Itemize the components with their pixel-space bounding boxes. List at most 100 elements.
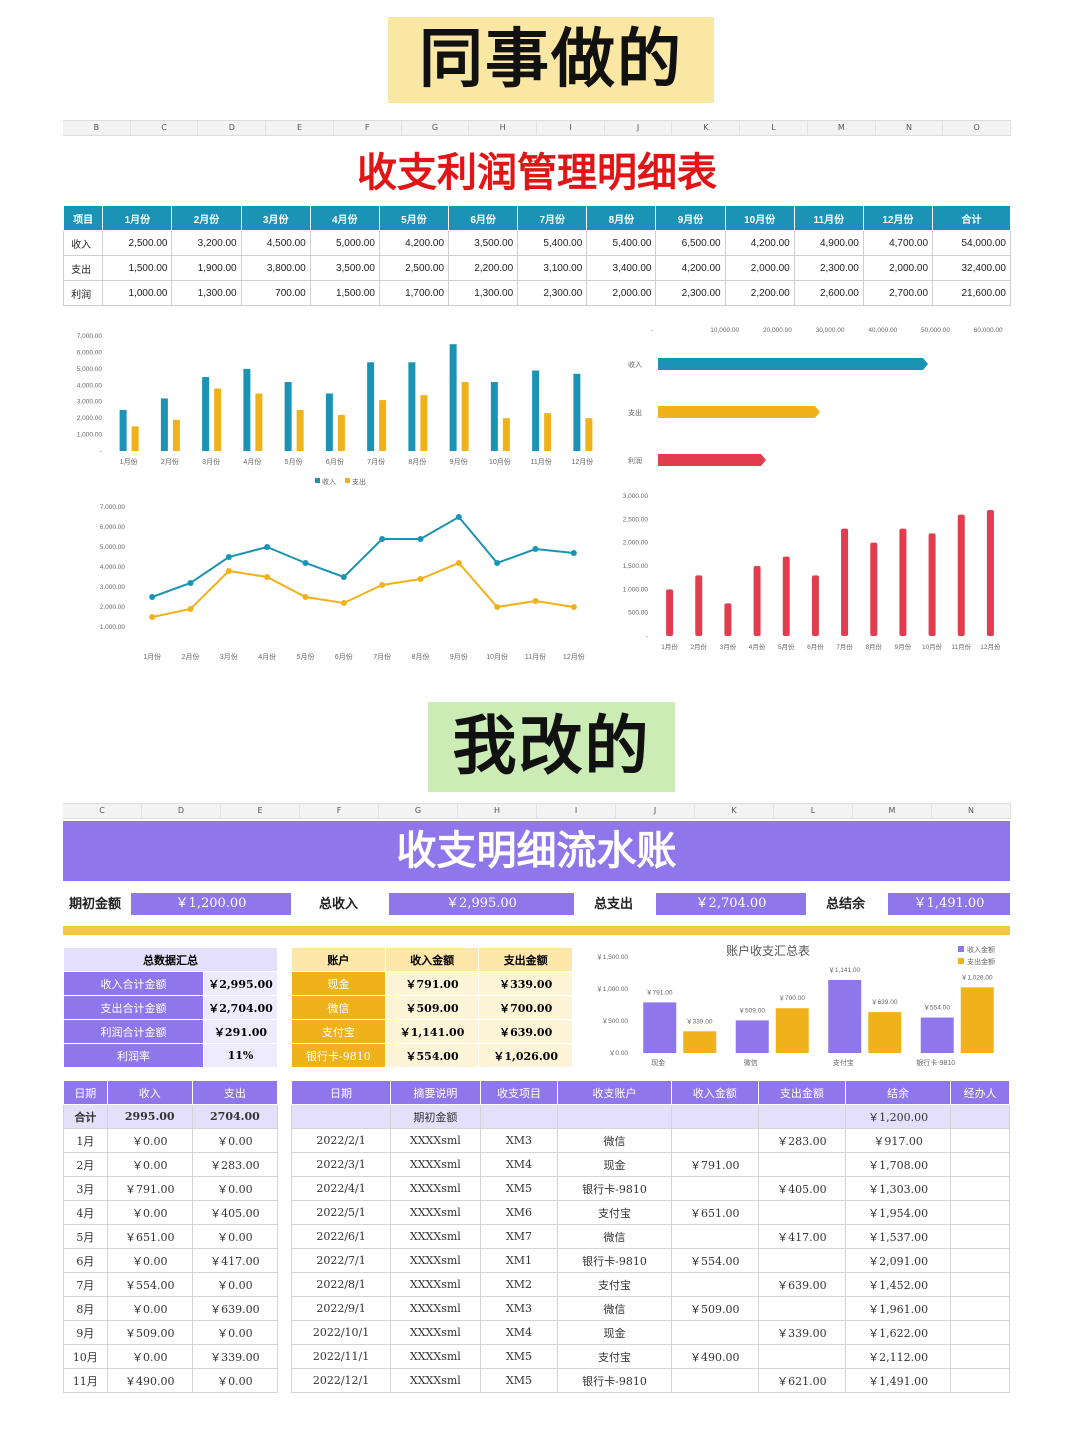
- account-amount[interactable]: ￥554.00: [384, 1043, 480, 1068]
- table-cell[interactable]: 3月: [63, 1176, 108, 1201]
- table-cell[interactable]: 现金: [557, 1152, 672, 1177]
- table-cell[interactable]: ￥490.00: [670, 1344, 759, 1369]
- table-cell[interactable]: 2,700.00: [862, 280, 934, 306]
- detail-opening-cell[interactable]: [757, 1104, 847, 1129]
- table-cell[interactable]: 4,200.00: [655, 255, 726, 281]
- table-cell[interactable]: 3,500.00: [309, 255, 380, 281]
- table-cell[interactable]: ￥651.00: [106, 1224, 193, 1249]
- table-cell[interactable]: 2022/6/1: [290, 1224, 392, 1249]
- table-cell[interactable]: XM1: [479, 1248, 559, 1273]
- table-cell[interactable]: 5,000.00: [309, 230, 380, 256]
- table-cell[interactable]: XXXXsml: [390, 1128, 481, 1153]
- monthly-total-cell[interactable]: 2704.00: [191, 1104, 279, 1129]
- table-cell[interactable]: XM6: [479, 1200, 559, 1225]
- table-cell[interactable]: 5,400.00: [517, 230, 588, 256]
- account-amount[interactable]: ￥700.00: [478, 995, 573, 1020]
- table-cell[interactable]: XXXXsml: [390, 1176, 481, 1201]
- table-cell[interactable]: ￥0.00: [106, 1152, 193, 1177]
- table-cell[interactable]: 21,600.00: [932, 280, 1011, 306]
- table-cell[interactable]: ￥1,303.00: [844, 1176, 952, 1201]
- table-cell[interactable]: 1,500.00: [102, 255, 173, 281]
- table-cell[interactable]: XXXXsml: [390, 1344, 481, 1369]
- table-cell[interactable]: 4,500.00: [240, 230, 311, 256]
- table-cell[interactable]: 1,300.00: [448, 280, 519, 306]
- table-cell[interactable]: 3,400.00: [586, 255, 657, 281]
- table-cell[interactable]: 700.00: [240, 280, 311, 306]
- table-cell[interactable]: 2022/5/1: [290, 1200, 392, 1225]
- account-amount[interactable]: ￥1,026.00: [478, 1043, 573, 1068]
- table-cell[interactable]: 11月: [63, 1368, 108, 1393]
- table-cell[interactable]: ￥0.00: [191, 1176, 279, 1201]
- account-amount[interactable]: ￥791.00: [384, 971, 480, 996]
- table-cell[interactable]: 3,100.00: [517, 255, 588, 281]
- totals-value[interactable]: ￥291.00: [203, 1019, 278, 1044]
- table-cell[interactable]: 2022/8/1: [290, 1272, 392, 1297]
- table-cell[interactable]: 2,500.00: [102, 230, 173, 256]
- table-cell[interactable]: ￥509.00: [106, 1320, 193, 1345]
- table-cell[interactable]: ￥0.00: [106, 1200, 193, 1225]
- detail-opening-cell[interactable]: [557, 1104, 672, 1129]
- table-cell[interactable]: [950, 1320, 1010, 1345]
- table-cell[interactable]: [950, 1248, 1010, 1273]
- account-amount[interactable]: ￥1,141.00: [384, 1019, 480, 1044]
- table-cell[interactable]: 微信: [557, 1128, 672, 1153]
- table-cell[interactable]: 2022/3/1: [290, 1152, 392, 1177]
- table-cell[interactable]: ￥1,708.00: [844, 1152, 952, 1177]
- table-cell[interactable]: [950, 1176, 1010, 1201]
- table-cell[interactable]: 微信: [557, 1224, 672, 1249]
- table-cell[interactable]: [950, 1296, 1010, 1321]
- totals-value[interactable]: ￥2,704.00: [203, 995, 278, 1020]
- table-cell[interactable]: [670, 1224, 759, 1249]
- table-cell[interactable]: 6月: [63, 1248, 108, 1273]
- detail-opening-cell[interactable]: [670, 1104, 759, 1129]
- table-cell[interactable]: 微信: [557, 1296, 672, 1321]
- table-cell[interactable]: ￥509.00: [670, 1296, 759, 1321]
- table-cell[interactable]: ￥639.00: [757, 1272, 847, 1297]
- table-cell[interactable]: XXXXsml: [390, 1296, 481, 1321]
- table-cell[interactable]: 收入: [62, 230, 104, 256]
- table-cell[interactable]: XM4: [479, 1152, 559, 1177]
- table-cell[interactable]: ￥405.00: [757, 1176, 847, 1201]
- table-cell[interactable]: ￥283.00: [191, 1152, 279, 1177]
- table-cell[interactable]: 54,000.00: [932, 230, 1011, 256]
- totals-value[interactable]: 11%: [203, 1043, 278, 1068]
- table-cell[interactable]: 银行卡-9810: [557, 1176, 672, 1201]
- detail-opening-cell[interactable]: [290, 1104, 392, 1129]
- table-cell[interactable]: [950, 1200, 1010, 1225]
- table-cell[interactable]: 1,300.00: [171, 280, 242, 306]
- table-cell[interactable]: ￥791.00: [670, 1152, 759, 1177]
- table-cell[interactable]: ￥1,537.00: [844, 1224, 952, 1249]
- table-cell[interactable]: [757, 1248, 847, 1273]
- table-cell[interactable]: 2,000.00: [862, 255, 934, 281]
- table-cell[interactable]: ￥2,091.00: [844, 1248, 952, 1273]
- table-cell[interactable]: 2022/10/1: [290, 1320, 392, 1345]
- table-cell[interactable]: 现金: [557, 1320, 672, 1345]
- table-cell[interactable]: [950, 1224, 1010, 1249]
- table-cell[interactable]: XXXXsml: [390, 1272, 481, 1297]
- table-cell[interactable]: 利润: [62, 280, 104, 306]
- table-cell[interactable]: ￥639.00: [191, 1296, 279, 1321]
- table-cell[interactable]: 支付宝: [557, 1344, 672, 1369]
- table-cell[interactable]: 2022/12/1: [290, 1368, 392, 1393]
- table-cell[interactable]: ￥0.00: [106, 1128, 193, 1153]
- table-cell[interactable]: 7月: [63, 1272, 108, 1297]
- account-amount[interactable]: ￥639.00: [478, 1019, 573, 1044]
- table-cell[interactable]: 9月: [63, 1320, 108, 1345]
- detail-opening-cell[interactable]: ￥1,200.00: [844, 1104, 952, 1129]
- monthly-total-cell[interactable]: 2995.00: [106, 1104, 193, 1129]
- table-cell[interactable]: ￥2,112.00: [844, 1344, 952, 1369]
- table-cell[interactable]: 2,200.00: [724, 280, 795, 306]
- table-cell[interactable]: 6,500.00: [655, 230, 726, 256]
- table-cell[interactable]: ￥0.00: [191, 1224, 279, 1249]
- table-cell[interactable]: ￥554.00: [670, 1248, 759, 1273]
- detail-opening-cell[interactable]: [950, 1104, 1010, 1129]
- table-cell[interactable]: 3,800.00: [240, 255, 311, 281]
- table-cell[interactable]: [950, 1128, 1010, 1153]
- account-amount[interactable]: ￥509.00: [384, 995, 480, 1020]
- table-cell[interactable]: 支付宝: [557, 1200, 672, 1225]
- table-cell[interactable]: XXXXsml: [390, 1368, 481, 1393]
- table-cell[interactable]: 2022/2/1: [290, 1128, 392, 1153]
- table-cell[interactable]: 5,400.00: [586, 230, 657, 256]
- table-cell[interactable]: XM2: [479, 1272, 559, 1297]
- table-cell[interactable]: ￥0.00: [106, 1344, 193, 1369]
